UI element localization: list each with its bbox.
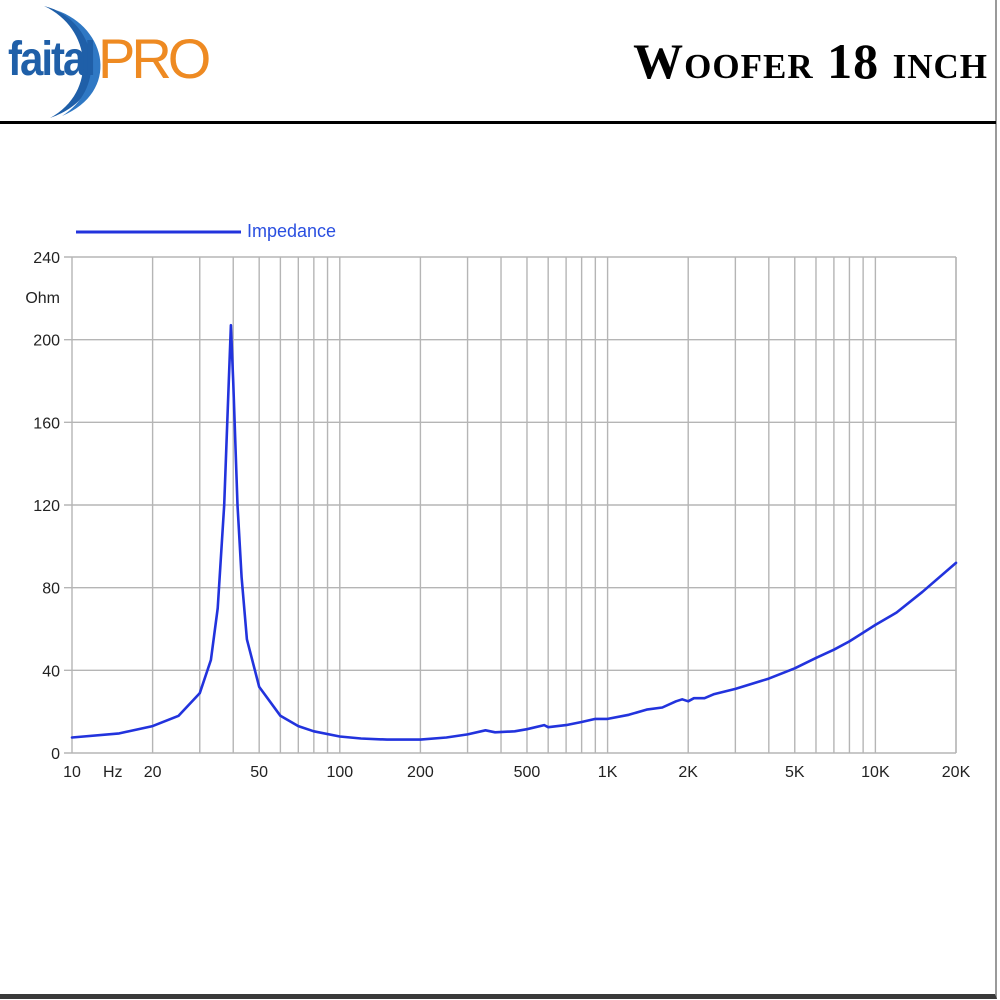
header-divider	[0, 121, 996, 124]
legend-label-impedance: Impedance	[247, 221, 336, 241]
y-tick-label: 40	[42, 663, 60, 680]
x-tick-label: 50	[250, 764, 268, 781]
x-tick-label: 10	[63, 764, 81, 781]
logo-swoosh-icon	[44, 6, 101, 118]
chart-axis-labels: 0 40 80 120 160 200 240 Ohm 10 Hz 20 50 100 200 500 1K 2…	[25, 250, 970, 781]
impedance-curve	[70, 323, 958, 741]
x-tick-label: 20K	[942, 764, 971, 781]
page-title: Woofer 18 inch	[633, 33, 988, 89]
brand-logo: faital PRO	[0, 0, 211, 120]
x-tick-label: 500	[514, 764, 541, 781]
x-axis-unit-label: Hz	[103, 764, 123, 781]
x-tick-label: 20	[144, 764, 162, 781]
x-tick-label: 10K	[861, 764, 890, 781]
x-tick-label: 1K	[598, 764, 618, 781]
y-tick-label: 200	[33, 333, 60, 350]
x-tick-label: 100	[326, 764, 353, 781]
y-tick-label: 240	[33, 250, 60, 267]
y-tick-label: 120	[33, 498, 60, 515]
chart-grid	[64, 256, 957, 754]
x-tick-label: 5K	[785, 764, 805, 781]
y-axis-unit-label: Ohm	[25, 290, 60, 307]
x-tick-label: 2K	[678, 764, 698, 781]
x-tick-label: 200	[407, 764, 434, 781]
chart-legend: Impedance	[76, 221, 336, 241]
logo-text-primary: faital	[8, 31, 96, 86]
y-tick-label: 160	[33, 415, 60, 432]
header: faital PRO Woofer 18 inch	[0, 0, 1000, 122]
logo-text-secondary: PRO	[98, 27, 211, 90]
y-tick-label: 0	[51, 746, 60, 763]
y-tick-label: 80	[42, 581, 60, 598]
